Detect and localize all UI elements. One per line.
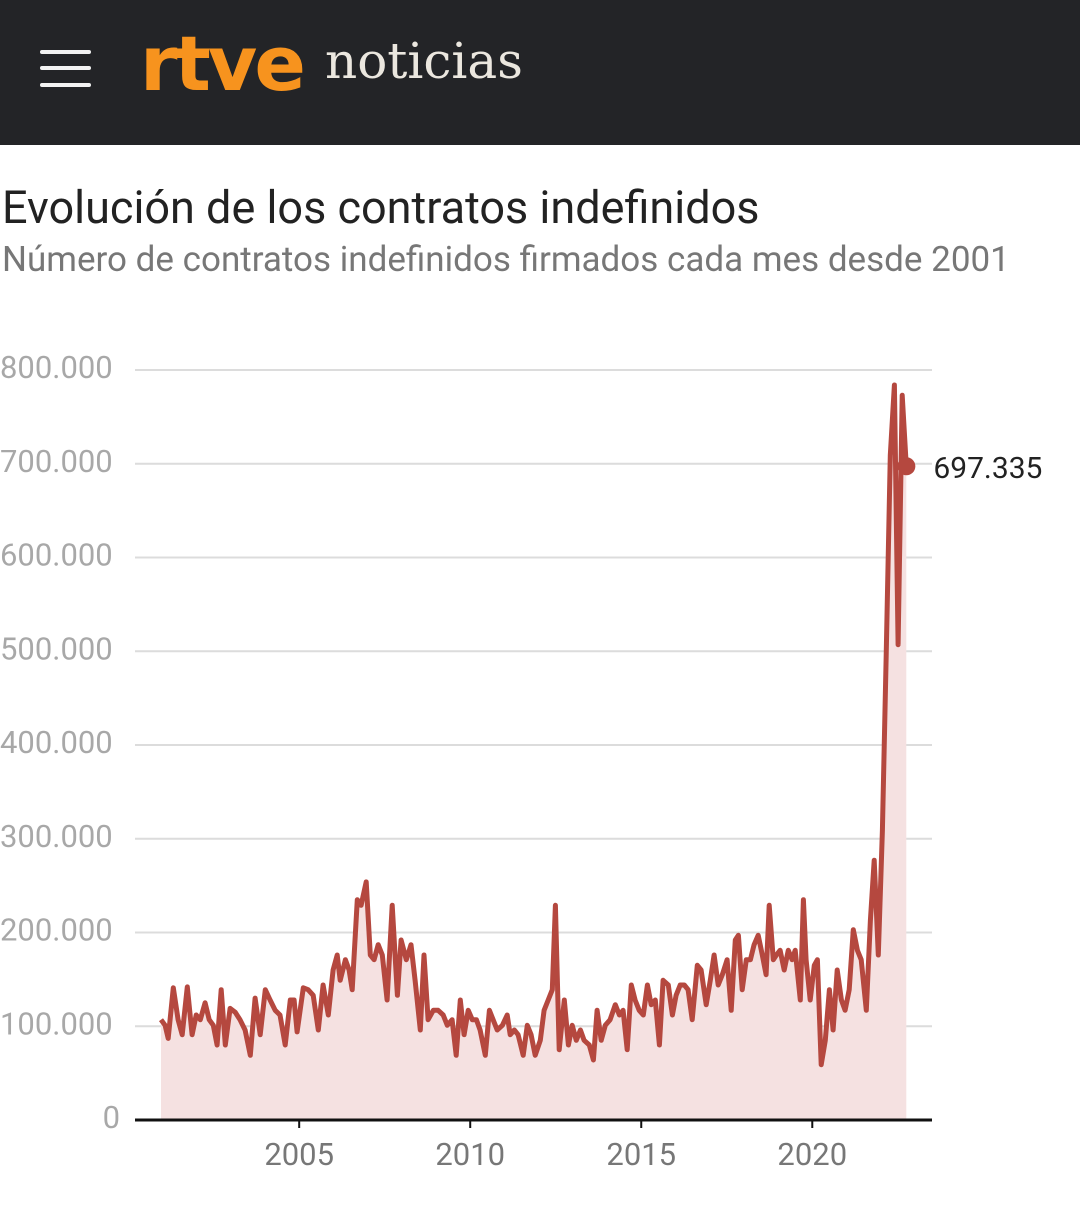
end-point (897, 457, 916, 476)
y-tick-label: 300.000 (0, 818, 113, 855)
menu-icon-line[interactable] (40, 66, 91, 70)
y-tick-label: 700.000 (0, 443, 113, 480)
x-tick-label: 2005 (264, 1136, 334, 1173)
y-tick-label: 600.000 (0, 537, 113, 574)
end-value-label: 697.335 (933, 451, 1042, 486)
x-tick-label: 2020 (777, 1136, 847, 1173)
y-tick-label: 500.000 (0, 630, 113, 667)
menu-icon-line[interactable] (40, 83, 91, 87)
x-tick-label: 2015 (606, 1136, 676, 1173)
area (161, 385, 907, 1120)
y-tick-label: 200.000 (0, 912, 113, 949)
y-tick-label: 100.000 (0, 1005, 113, 1042)
section-name[interactable]: noticias (325, 32, 523, 90)
top-bar: rtve noticias (0, 0, 1080, 145)
logo[interactable]: rtve (140, 19, 306, 108)
y-tick-label: 400.000 (0, 724, 113, 761)
y-tick-label: 800.000 (0, 349, 113, 386)
chart-subtitle: Número de contratos indefinidos firmados… (2, 239, 1010, 280)
y-tick-label: 0 (103, 1099, 120, 1136)
chart-title: Evolución de los contratos indefinidos (2, 181, 760, 234)
menu-icon-line[interactable] (40, 50, 91, 54)
x-tick-label: 2010 (435, 1136, 505, 1173)
line (158, 382, 909, 1068)
